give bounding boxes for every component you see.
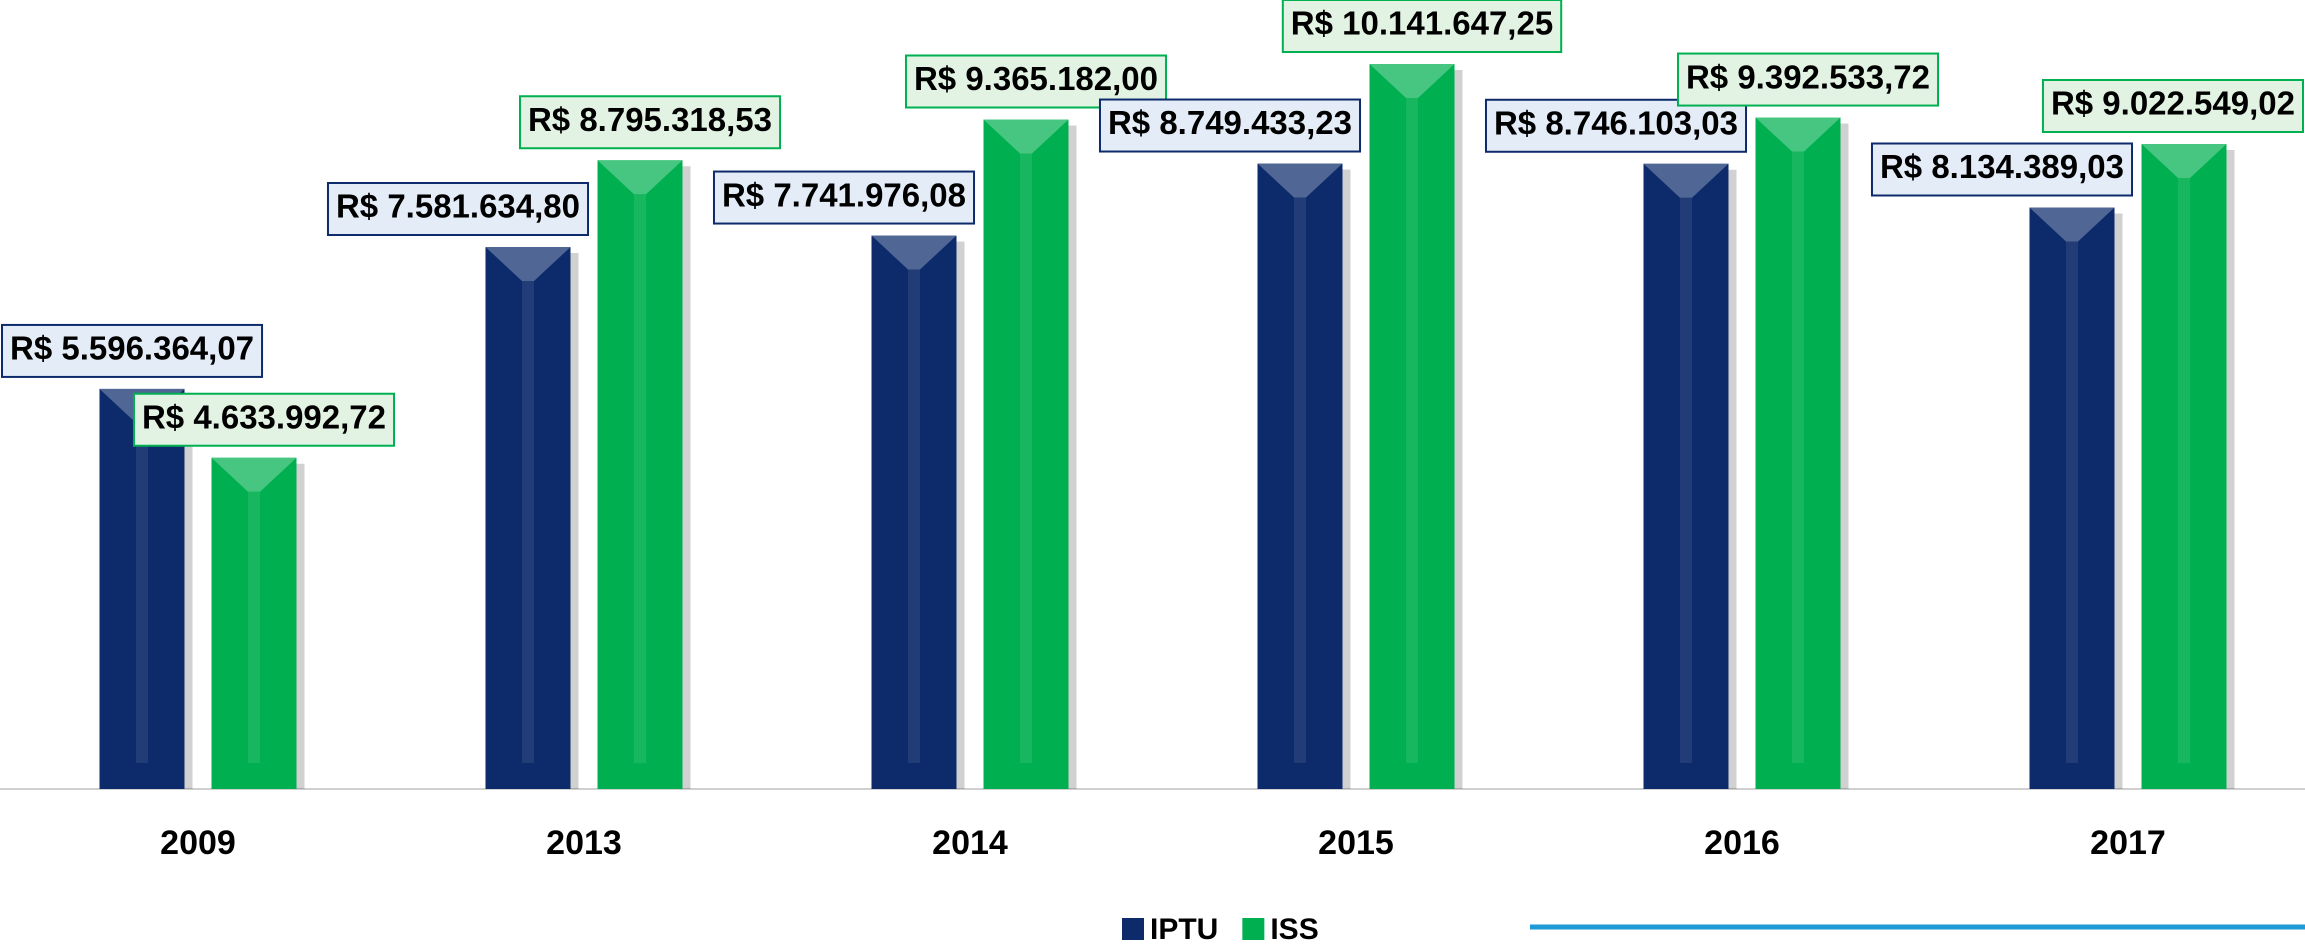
value-label-text: R$ 8.134.389,03 [1880,148,2124,185]
value-label-box [1,323,264,378]
bar-bevel [1369,64,1455,98]
bar-bevel [1755,117,1841,152]
value-label: R$ 9.392.533,72 [1676,52,1940,107]
value-label: R$ 9.365.182,00 [904,54,1168,109]
value-label: R$ 8.795.318,53 [518,95,782,150]
value-label: R$ 8.134.389,03 [1870,142,2134,197]
x-tick-label: 2017 [2090,824,2166,862]
value-label-text: R$ 8.749.433,23 [1108,104,1352,141]
value-label-text: R$ 4.633.992,72 [142,398,386,435]
bar-highlight [1680,197,1692,764]
value-label: R$ 7.581.634,80 [326,182,590,237]
legend-swatch [1242,918,1265,940]
x-tick-label: 2015 [1318,824,1394,862]
bar-bevel [1257,163,1343,198]
value-label-box [1484,98,1748,153]
bar-highlight [136,422,148,763]
value-label: R$ 10.141.647,25 [1281,0,1563,53]
x-tick-label: 2009 [160,824,236,862]
value-label-text: R$ 7.581.634,80 [336,188,580,225]
legend-label: ISS [1270,913,1318,946]
value-label-box [132,392,396,447]
value-label-box [712,170,976,225]
bar-bevel [2029,207,2115,242]
value-label-box [1098,98,1362,153]
bar-bevel [597,160,683,195]
value-label-text: R$ 8.795.318,53 [528,101,772,138]
value-label-box [1281,0,1563,53]
value-label-text: R$ 10.141.647,25 [1291,5,1553,42]
bar-highlight [1406,98,1418,763]
value-label-box [1870,142,2134,197]
value-label-text: R$ 7.741.976,08 [722,176,966,213]
value-label: R$ 9.022.549,02 [2041,79,2304,134]
value-label: R$ 8.746.103,03 [1484,98,1748,153]
bar-highlight [522,281,534,763]
bar-highlight [248,491,260,763]
x-tick-label: 2013 [546,824,622,862]
bar-highlight [634,194,646,763]
value-label-text: R$ 5.596.364,07 [10,330,254,367]
value-label-text: R$ 9.365.182,00 [914,60,1158,97]
bar-highlight [2178,178,2190,764]
value-label-text: R$ 8.746.103,03 [1494,104,1738,141]
value-label-box [326,182,590,237]
x-tick-label: 2014 [932,824,1008,862]
value-label: R$ 4.633.992,72 [132,392,396,447]
value-label-text: R$ 9.022.549,02 [2051,85,2295,122]
bar-highlight [908,269,920,763]
bar-highlight [1294,197,1306,763]
value-label-box [1676,52,1940,107]
x-tick-label: 2016 [1704,824,1780,862]
legend-label: IPTU [1150,913,1218,946]
bar-bevel [871,235,957,270]
value-label-box [518,95,782,150]
bar-highlight [1020,153,1032,764]
bar-bevel [2141,144,2227,179]
bar-bevel [983,119,1069,154]
value-label: R$ 8.749.433,23 [1098,98,1362,153]
value-label-text: R$ 9.392.533,72 [1686,58,1930,95]
bar-highlight [2066,241,2078,764]
value-label-box [2041,79,2304,134]
value-label: R$ 7.741.976,08 [712,170,976,225]
legend-swatch [1122,918,1144,940]
bar-bevel [211,457,297,492]
bar-highlight [1792,151,1804,763]
bar-bevel [485,247,571,282]
bar-bevel [1643,163,1729,198]
value-label: R$ 5.596.364,07 [1,323,264,378]
